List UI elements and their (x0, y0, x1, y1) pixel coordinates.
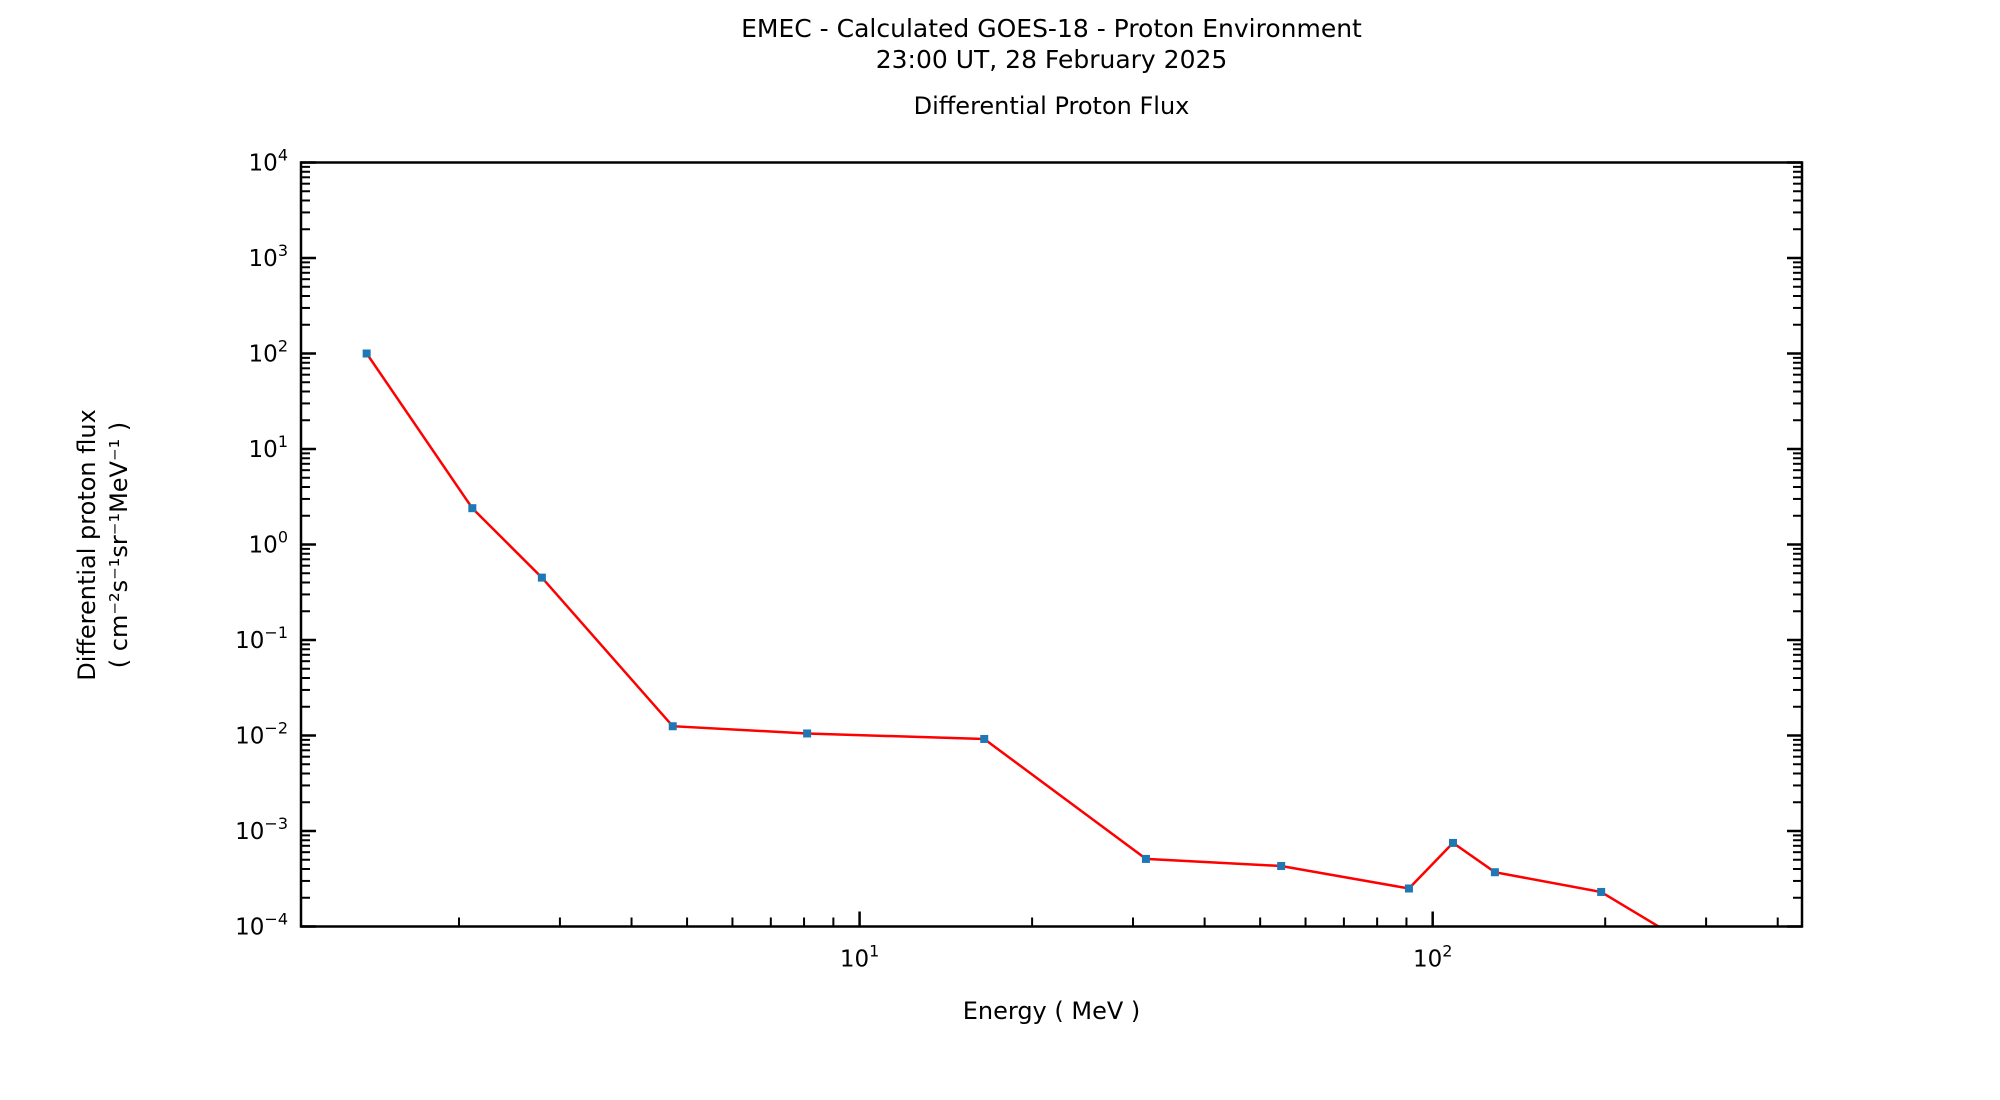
data-point-marker (1490, 868, 1499, 877)
y-tick-label: 10−3 (235, 814, 288, 845)
y-tick-label: 104 (249, 146, 288, 177)
data-point-marker (537, 573, 546, 582)
data-point-marker (1448, 838, 1457, 847)
plot-frame (299, 161, 1804, 928)
x-tick-label: 102 (1413, 942, 1452, 973)
data-point-marker (668, 722, 677, 731)
y-axis-label: Differential proton flux ( cm⁻²s⁻¹sr⁻¹Me… (71, 409, 135, 681)
y-tick-label: 103 (249, 241, 288, 272)
y-tick-label: 100 (249, 528, 288, 559)
data-point-marker (803, 729, 812, 738)
y-tick-label: 10−4 (235, 910, 288, 941)
y-tick-label: 10−2 (235, 719, 288, 750)
axes-title: Differential Proton Flux (913, 92, 1190, 120)
figure-title-line1: EMEC - Calculated GOES-18 - Proton Envir… (741, 14, 1362, 43)
y-tick-label: 102 (249, 337, 288, 368)
data-point-marker (1141, 854, 1150, 863)
x-tick-label: 101 (840, 942, 879, 973)
y-tick-label: 101 (249, 432, 288, 463)
data-point-marker (1597, 887, 1606, 896)
data-point-marker (980, 734, 989, 743)
y-axis-label-line1: Differential proton flux (73, 409, 101, 681)
y-tick-label: 10−1 (235, 623, 288, 654)
y-axis-label-line2: ( cm⁻²s⁻¹sr⁻¹MeV⁻¹ ) (105, 421, 133, 669)
figure-title-line2: 23:00 UT, 28 February 2025 (875, 45, 1228, 74)
data-line (365, 352, 1661, 927)
data-point-marker (362, 349, 371, 358)
x-axis-label: Energy ( MeV ) (962, 997, 1141, 1025)
data-point-marker (1404, 884, 1413, 893)
data-point-marker (468, 504, 477, 513)
data-point-marker (1277, 862, 1286, 871)
